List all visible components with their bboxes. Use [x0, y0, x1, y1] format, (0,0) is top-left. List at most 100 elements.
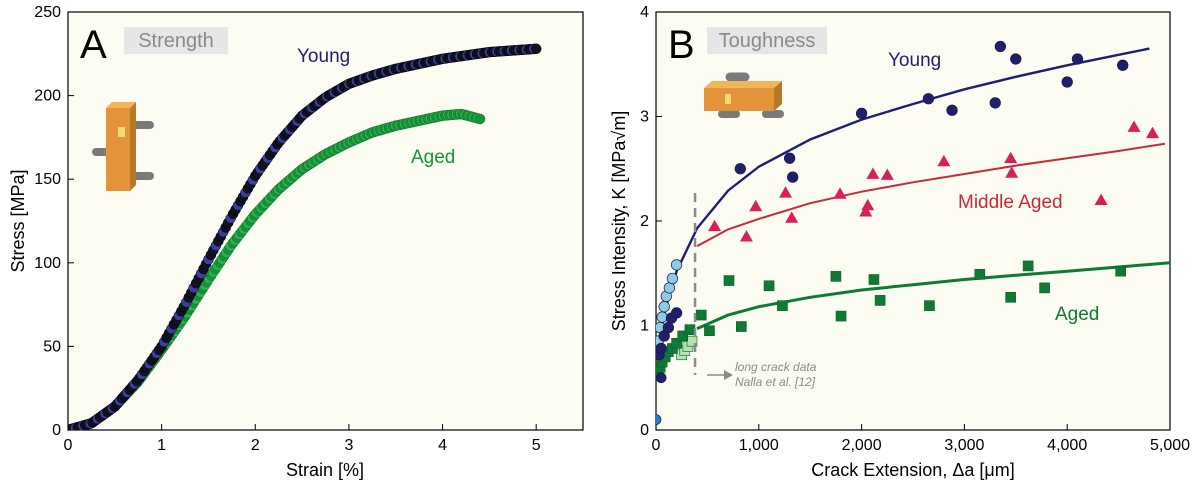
series-label-young-a: Young: [297, 46, 350, 67]
panel-letter-b: B: [668, 23, 695, 67]
x-tick-label: 4,000: [1047, 437, 1087, 454]
long-crack-annotation: long crack data Nalla et al. [12]: [693, 193, 817, 389]
origin-points-b: [656, 372, 667, 425]
data-point: [868, 274, 880, 285]
data-point: [670, 307, 683, 319]
fit-line-middle-aged: [696, 142, 1166, 247]
x-tick-label: 1,000: [739, 437, 779, 454]
y-tick-label: 150: [34, 171, 61, 188]
data-point: [874, 295, 886, 306]
data-point: [739, 230, 753, 242]
data-point: [779, 186, 793, 198]
x-tick-label: 0: [64, 437, 73, 454]
y-tick-label: 2: [640, 213, 649, 230]
data-point: [974, 268, 986, 280]
data-point: [656, 372, 667, 384]
x-tick-label: 5: [532, 437, 541, 454]
x-tick-label: 3: [344, 437, 353, 454]
panel-letter-a: A: [80, 23, 107, 67]
data-point: [662, 321, 674, 334]
data-point: [670, 259, 683, 271]
panel-title-b: Toughness: [719, 30, 816, 52]
axis-ticks-b: 0 1,000 2,000 3,000 4,000 5,000 0 1 2 3 4: [640, 4, 1190, 454]
data-point: [474, 113, 486, 125]
series-label-aged-b: Aged: [1055, 304, 1099, 325]
y-axis-label-a: Stress [MPa]: [8, 169, 28, 272]
series-young-b: [656, 259, 683, 347]
y-tick-label: 3: [640, 109, 649, 126]
y-tick-label: 200: [34, 88, 61, 105]
annotation-text-line2: Nalla et al. [12]: [735, 375, 816, 389]
y-tick-label: 250: [34, 4, 61, 21]
title-box-a: [124, 27, 228, 54]
data-point: [855, 107, 868, 120]
data-point: [783, 152, 796, 164]
data-point: [785, 211, 799, 223]
data-point: [734, 163, 746, 175]
x-tick-label: 2,000: [842, 437, 882, 454]
data-point: [704, 325, 715, 337]
x-tick-label: 3,000: [944, 437, 984, 454]
data-point: [1071, 53, 1084, 65]
data-point: [677, 330, 689, 342]
series-layer-a: [68, 43, 542, 430]
data-point: [922, 93, 935, 105]
y-tick-label: 100: [34, 255, 61, 272]
data-point: [787, 171, 799, 183]
series-middle-aged-b: [708, 120, 1160, 242]
data-point: [656, 342, 667, 355]
annotation-arrow-head: [724, 370, 733, 380]
data-point: [1061, 76, 1073, 88]
fit-line-aged: [696, 261, 1170, 330]
data-point: [946, 104, 958, 116]
title-box-b: [707, 27, 827, 54]
data-point: [830, 271, 842, 282]
data-point: [658, 301, 670, 313]
x-axis-label-a: Strain [%]: [286, 460, 364, 480]
data-point: [859, 205, 873, 217]
data-point: [937, 154, 951, 167]
data-point: [666, 272, 679, 285]
data-point: [1094, 193, 1108, 205]
y-axis-label-b: Stress Intensity, K [MPa√m]: [609, 111, 629, 332]
data-point: [1022, 260, 1034, 272]
data-point: [749, 199, 763, 212]
y-tick-label: 50: [43, 338, 61, 355]
data-point: [1010, 53, 1022, 65]
data-point: [684, 324, 696, 335]
data-point: [833, 187, 847, 199]
specimen-icon-b: [704, 72, 784, 118]
annotation-text-line1: long crack data: [735, 360, 817, 374]
panel-title-a: Strength: [138, 30, 214, 52]
series-young-a: [68, 43, 542, 430]
x-tick-label: 2: [251, 437, 260, 454]
data-point: [695, 309, 707, 321]
data-point: [1004, 151, 1018, 164]
data-point: [1039, 282, 1050, 294]
data-point: [777, 300, 788, 311]
data-point: [708, 219, 722, 232]
panel-b: 0 1,000 2,000 3,000 4,000 5,000 0 1 2 3 4 B Toughn…: [609, 4, 1190, 480]
data-point: [736, 321, 747, 332]
data-point: [994, 40, 1007, 53]
data-point: [723, 275, 735, 286]
series-label-young-b: Young: [888, 50, 941, 71]
data-point: [989, 97, 1001, 109]
y-tick-label: 0: [640, 422, 649, 439]
x-tick-label: 4: [438, 437, 447, 454]
x-tick-label: 1: [157, 437, 166, 454]
series-young-b: [656, 40, 1129, 361]
x-tick-label: 0: [652, 437, 661, 454]
data-point: [1117, 59, 1129, 71]
y-tick-label: 4: [640, 4, 649, 21]
data-point: [861, 198, 875, 211]
data-point: [924, 300, 935, 311]
y-tick-label: 1: [640, 318, 649, 335]
data-point: [663, 282, 676, 294]
data-point: [656, 414, 662, 425]
data-point: [1127, 120, 1141, 132]
data-point: [671, 337, 682, 349]
data-point: [1115, 265, 1126, 277]
